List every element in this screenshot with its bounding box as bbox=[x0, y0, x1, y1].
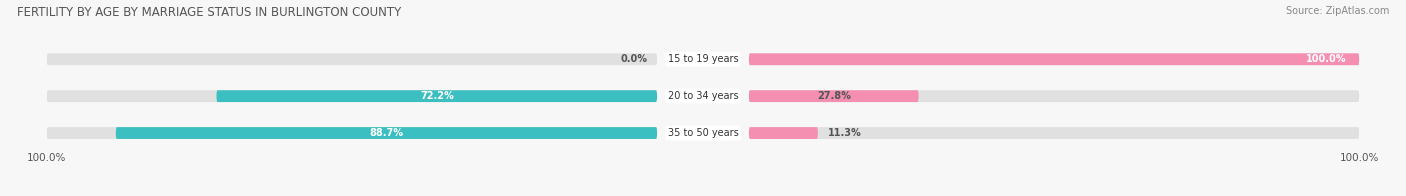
FancyBboxPatch shape bbox=[46, 53, 657, 65]
FancyBboxPatch shape bbox=[217, 90, 657, 102]
FancyBboxPatch shape bbox=[749, 53, 1360, 65]
Text: 20 to 34 years: 20 to 34 years bbox=[668, 91, 738, 101]
Text: Source: ZipAtlas.com: Source: ZipAtlas.com bbox=[1285, 6, 1389, 16]
FancyBboxPatch shape bbox=[749, 127, 1360, 139]
FancyBboxPatch shape bbox=[749, 90, 1360, 102]
Text: 27.8%: 27.8% bbox=[817, 91, 851, 101]
Text: 72.2%: 72.2% bbox=[420, 91, 454, 101]
FancyBboxPatch shape bbox=[749, 53, 1360, 65]
Text: 15 to 19 years: 15 to 19 years bbox=[668, 54, 738, 64]
Text: 0.0%: 0.0% bbox=[620, 54, 647, 64]
Text: 88.7%: 88.7% bbox=[370, 128, 404, 138]
FancyBboxPatch shape bbox=[749, 127, 818, 139]
FancyBboxPatch shape bbox=[46, 90, 657, 102]
Text: 100.0%: 100.0% bbox=[27, 153, 66, 163]
Text: FERTILITY BY AGE BY MARRIAGE STATUS IN BURLINGTON COUNTY: FERTILITY BY AGE BY MARRIAGE STATUS IN B… bbox=[17, 6, 401, 19]
Text: 11.3%: 11.3% bbox=[828, 128, 862, 138]
Text: 100.0%: 100.0% bbox=[1340, 153, 1379, 163]
Text: 100.0%: 100.0% bbox=[1306, 54, 1346, 64]
FancyBboxPatch shape bbox=[749, 90, 918, 102]
FancyBboxPatch shape bbox=[46, 127, 657, 139]
Text: 35 to 50 years: 35 to 50 years bbox=[668, 128, 738, 138]
FancyBboxPatch shape bbox=[115, 127, 657, 139]
